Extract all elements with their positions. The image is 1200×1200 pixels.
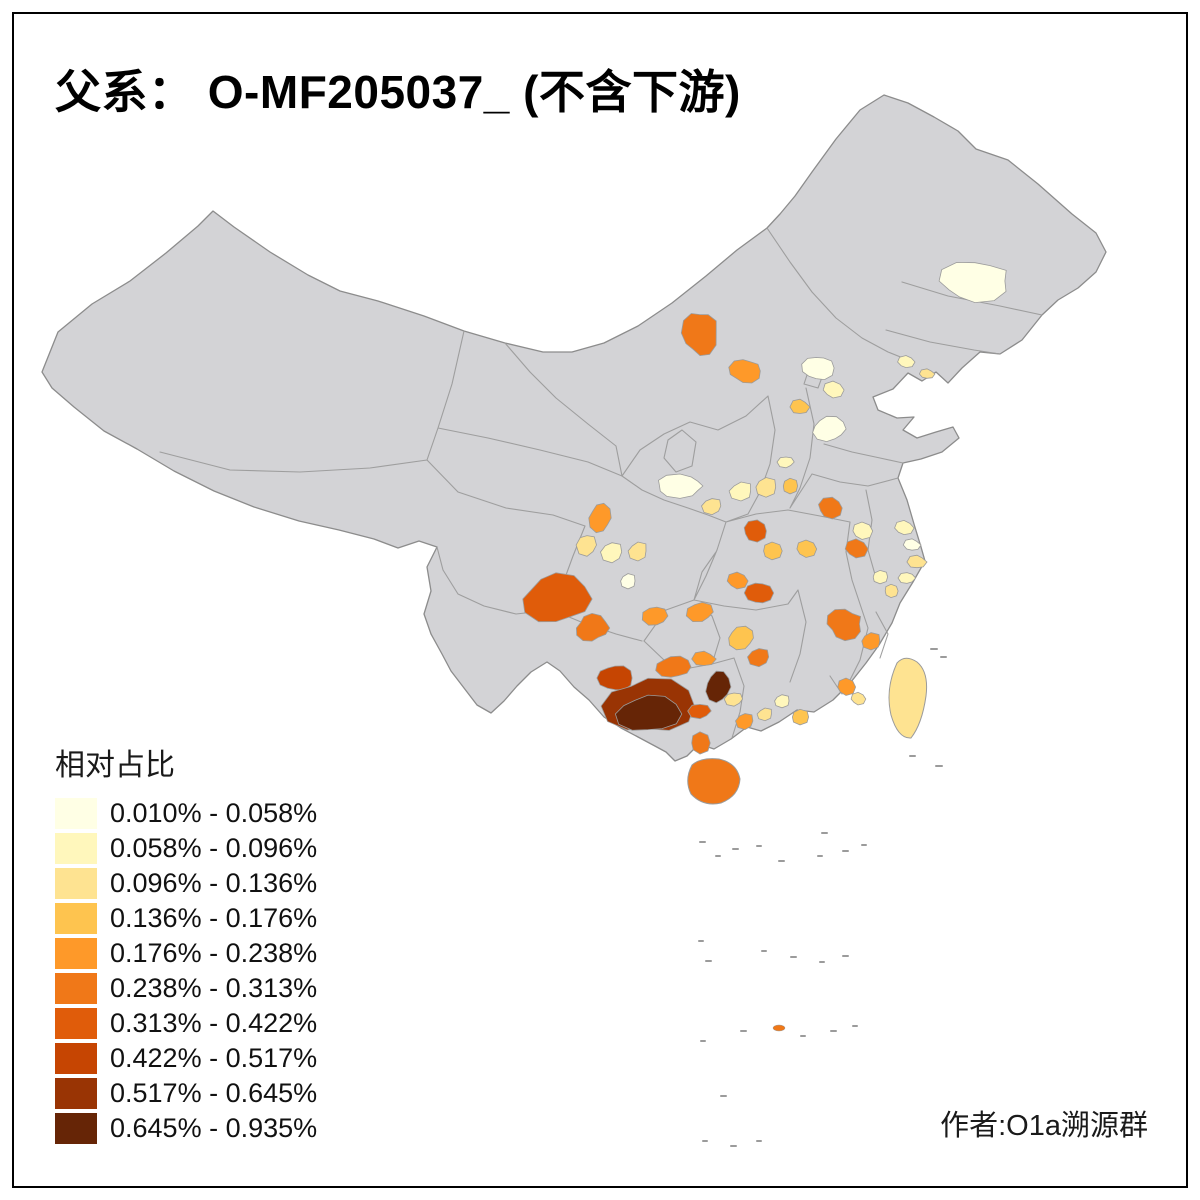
map-region bbox=[801, 357, 835, 381]
map-region bbox=[826, 608, 862, 642]
map-region bbox=[776, 456, 795, 469]
legend-row: 0.010% - 0.058% bbox=[55, 798, 317, 829]
map-region bbox=[861, 632, 881, 651]
map-region bbox=[872, 569, 889, 585]
legend-row: 0.645% - 0.935% bbox=[55, 1113, 317, 1144]
legend-row: 0.313% - 0.422% bbox=[55, 1008, 317, 1039]
map-region bbox=[906, 554, 928, 569]
map-region bbox=[897, 355, 916, 369]
map-region bbox=[600, 542, 623, 564]
map-region bbox=[747, 648, 770, 668]
map-region bbox=[641, 606, 669, 626]
map-region bbox=[575, 612, 611, 642]
map-region bbox=[685, 601, 714, 623]
legend-swatch bbox=[55, 833, 97, 864]
legend-swatch bbox=[55, 1008, 97, 1039]
legend-label: 0.010% - 0.058% bbox=[110, 798, 318, 828]
map-region bbox=[918, 368, 936, 379]
map-region bbox=[687, 703, 712, 720]
map-region bbox=[789, 398, 811, 414]
page-title: 父系： O-MF205037_ (不含下游) bbox=[55, 66, 741, 118]
legend-row: 0.238% - 0.313% bbox=[55, 973, 317, 1004]
map-region bbox=[575, 535, 597, 557]
legend-label: 0.422% - 0.517% bbox=[110, 1043, 318, 1073]
map-region bbox=[658, 473, 704, 499]
legend-items: 0.010% - 0.058% 0.058% - 0.096% 0.096% - 0… bbox=[55, 798, 317, 1144]
legend-label: 0.176% - 0.238% bbox=[110, 938, 318, 968]
map-region bbox=[763, 541, 783, 561]
map-region bbox=[728, 481, 752, 502]
author-credit: 作者:O1a溯源群 bbox=[940, 1110, 1148, 1142]
legend-swatch bbox=[55, 1113, 97, 1144]
legend-swatch bbox=[55, 1043, 97, 1074]
map-region bbox=[850, 691, 867, 706]
hainan-island bbox=[687, 758, 741, 805]
legend-swatch bbox=[55, 973, 97, 1004]
map-region bbox=[812, 415, 847, 443]
map-region bbox=[791, 708, 810, 726]
map-region bbox=[852, 521, 874, 540]
map-region bbox=[938, 261, 1007, 304]
map-region bbox=[735, 713, 754, 731]
legend-label: 0.238% - 0.313% bbox=[110, 973, 318, 1003]
map-region bbox=[726, 571, 749, 590]
map-region bbox=[728, 359, 761, 384]
legend: 相对占比 0.010% - 0.058% 0.058% - 0.096% 0.096… bbox=[55, 740, 317, 1148]
legend-label: 0.058% - 0.096% bbox=[110, 833, 318, 863]
legend-swatch bbox=[55, 798, 97, 829]
map-region bbox=[774, 694, 790, 709]
map-region bbox=[588, 502, 612, 534]
legend-row: 0.176% - 0.238% bbox=[55, 938, 317, 969]
map-region bbox=[614, 694, 683, 731]
legend-row: 0.136% - 0.176% bbox=[55, 903, 317, 934]
map-region bbox=[822, 380, 845, 399]
map-region bbox=[522, 572, 593, 623]
map-region bbox=[655, 655, 692, 678]
map-region bbox=[894, 519, 915, 536]
sea-islet-colored bbox=[772, 1024, 786, 1032]
legend-label: 0.645% - 0.935% bbox=[110, 1113, 318, 1143]
map-region bbox=[844, 538, 869, 559]
map-region bbox=[755, 477, 777, 498]
map-region bbox=[818, 496, 843, 520]
map-region bbox=[902, 538, 922, 551]
legend-row: 0.096% - 0.136% bbox=[55, 868, 317, 899]
taiwan-island bbox=[888, 657, 928, 739]
sea-islands bbox=[698, 648, 947, 1147]
legend-swatch bbox=[55, 938, 97, 969]
legend-row: 0.422% - 0.517% bbox=[55, 1043, 317, 1074]
legend-label: 0.136% - 0.176% bbox=[110, 903, 318, 933]
map-region bbox=[680, 313, 717, 357]
map-region bbox=[701, 498, 722, 516]
legend-label: 0.096% - 0.136% bbox=[110, 868, 318, 898]
map-region bbox=[796, 539, 818, 558]
legend-title: 相对占比 bbox=[55, 749, 175, 782]
map-region bbox=[782, 477, 799, 495]
legend-swatch bbox=[55, 1078, 97, 1109]
map-region bbox=[897, 572, 917, 584]
china-mainland-shape bbox=[41, 94, 1107, 762]
legend-label: 0.517% - 0.645% bbox=[110, 1078, 318, 1108]
legend-swatch bbox=[55, 868, 97, 899]
map-region bbox=[691, 650, 717, 666]
map-region bbox=[884, 583, 899, 599]
map-region bbox=[728, 625, 754, 651]
map-region bbox=[723, 692, 744, 707]
map-region bbox=[743, 582, 775, 604]
map-region bbox=[756, 707, 772, 722]
map-region bbox=[705, 670, 732, 704]
map-region bbox=[743, 519, 767, 543]
legend-swatch bbox=[55, 903, 97, 934]
map-region bbox=[837, 677, 857, 696]
legend-row: 0.517% - 0.645% bbox=[55, 1078, 317, 1109]
colored-regions-layer bbox=[522, 261, 1007, 1032]
map-region bbox=[627, 541, 647, 562]
legend-row: 0.058% - 0.096% bbox=[55, 833, 317, 864]
map-region bbox=[620, 573, 636, 590]
map-region bbox=[691, 731, 711, 755]
legend-label: 0.313% - 0.422% bbox=[110, 1008, 318, 1038]
